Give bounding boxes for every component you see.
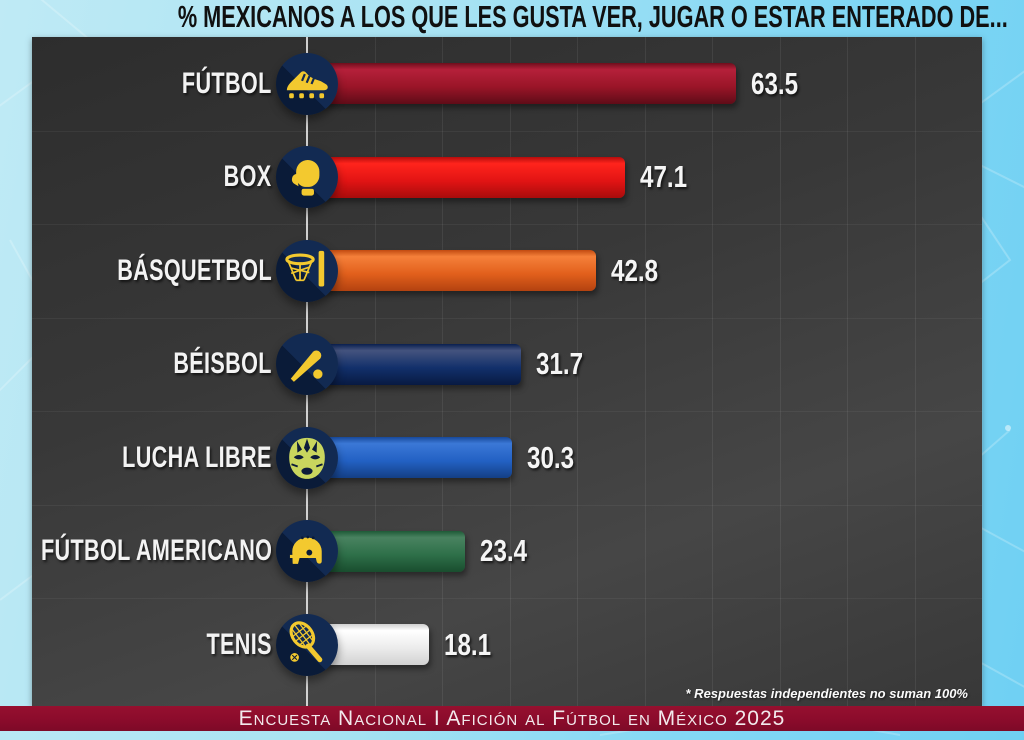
value-label: 18.1	[444, 598, 504, 692]
vertical-gridline	[847, 37, 848, 706]
horizontal-gridline	[32, 317, 982, 319]
vertical-gridline	[982, 37, 983, 706]
bar-row: LUCHA LIBRE 30.3	[32, 411, 982, 505]
value-label-text: 63.5	[750, 65, 798, 101]
value-label: 42.8	[611, 224, 671, 318]
category-label-text: BÉISBOL	[173, 347, 272, 381]
value-label: 63.5	[751, 37, 811, 131]
category-label: BÁSQUETBOL	[32, 224, 272, 318]
category-label: LUCHA LIBRE	[32, 411, 272, 505]
horizontal-gridline	[32, 504, 982, 506]
soccer-cleat-icon	[276, 52, 338, 115]
chart-title: % MEXICANOS A LOS QUE LES GUSTA VER, JUG…	[177, 0, 1008, 34]
value-label: 31.7	[536, 318, 596, 412]
category-label-text: LUCHA LIBRE	[122, 440, 272, 474]
value-label: 30.3	[527, 411, 587, 505]
footer-source-text: Encuesta Nacional I Afición al Fútbol en…	[238, 707, 786, 730]
horizontal-gridline	[32, 411, 982, 412]
category-label-text: BOX	[224, 160, 272, 194]
value-label-text: 42.8	[610, 252, 658, 288]
bar-baseball-bat	[307, 343, 521, 385]
category-label-text: FÚTBOL	[182, 66, 272, 100]
bar-row: TENIS 18.1	[32, 598, 982, 692]
category-label: BÉISBOL	[32, 318, 272, 412]
chart-panel: FÚTBOL 63.5 BOX 47.1 BÁSQUETBOL 42.8 BÉISBOL 31…	[32, 37, 983, 706]
vertical-gridline	[712, 37, 713, 706]
value-label-text: 30.3	[526, 439, 574, 475]
bar-boxing-glove	[307, 156, 625, 198]
bar-row: FÚTBOL AMERICANO 23.4	[32, 505, 982, 599]
boxing-glove-icon	[276, 146, 338, 208]
lucha-mask-icon	[276, 426, 338, 489]
value-label-text: 18.1	[444, 626, 492, 662]
bar-row: BOX 47.1	[32, 131, 982, 225]
category-label-text: BÁSQUETBOL	[117, 253, 272, 287]
baseball-bat-icon	[276, 333, 338, 395]
tennis-racket-icon	[276, 613, 338, 676]
category-label-text: TENIS	[206, 627, 272, 661]
chart-title-bar: % MEXICANOS A LOS QUE LES GUSTA VER, JUG…	[0, 0, 1024, 36]
value-label: 23.4	[480, 505, 540, 599]
vertical-gridline	[779, 37, 781, 706]
category-label: FÚTBOL AMERICANO	[32, 505, 272, 599]
category-label: FÚTBOL	[32, 37, 272, 131]
horizontal-gridline	[32, 224, 982, 225]
bar-basketball-hoop	[307, 250, 596, 291]
bar-row: BÉISBOL 31.7	[32, 318, 982, 412]
basketball-hoop-icon	[276, 239, 338, 302]
footer-band: Encuesta Nacional I Afición al Fútbol en…	[0, 706, 1024, 731]
vertical-gridline	[644, 37, 646, 706]
horizontal-gridline	[32, 130, 982, 132]
category-label-text: FÚTBOL AMERICANO	[40, 534, 272, 568]
football-helmet-icon	[276, 520, 338, 582]
bar-row: BÁSQUETBOL 42.8	[32, 224, 982, 318]
category-label: TENIS	[32, 598, 272, 692]
footnote: * Respuestas independientes no suman 100…	[685, 686, 968, 701]
value-label-text: 23.4	[479, 533, 528, 569]
value-label-text: 47.1	[639, 159, 687, 195]
bar-soccer-cleat	[307, 63, 736, 104]
vertical-gridline	[577, 37, 578, 706]
vertical-gridline	[914, 37, 916, 706]
category-label: BOX	[32, 131, 272, 225]
horizontal-gridline	[32, 598, 982, 599]
bar-rows: FÚTBOL 63.5 BOX 47.1 BÁSQUETBOL 42.8 BÉISBOL 31…	[32, 37, 982, 706]
value-label: 47.1	[640, 131, 700, 225]
bar-row: FÚTBOL 63.5	[32, 37, 982, 131]
bar-lucha-mask	[307, 437, 512, 478]
value-label-text: 31.7	[535, 346, 584, 382]
